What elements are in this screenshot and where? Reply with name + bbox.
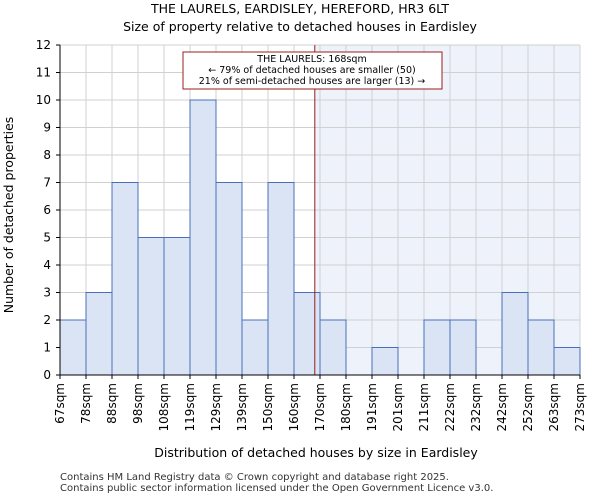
histogram-bar [241,319,269,376]
x-tick-label: 180sqm [339,383,353,431]
histogram-bar [449,319,477,376]
histogram-bar [423,319,451,376]
annotation-line-2: ← 79% of detached houses are smaller (50… [208,65,415,76]
histogram-bar [215,182,243,376]
histogram-bar [59,319,87,376]
chart-subtitle: Size of property relative to detached ho… [123,19,477,34]
y-axis-label: Number of detached properties [1,117,16,314]
x-tick-label: 98sqm [131,383,145,424]
y-tick-label: 1 [43,341,51,355]
y-tick-label: 11 [36,66,51,80]
x-tick-label: 211sqm [417,383,431,431]
histogram-bar [189,99,217,376]
y-tick-label: 0 [43,368,51,382]
x-tick-label: 88sqm [105,383,119,424]
x-tick-label: 242sqm [495,383,509,431]
histogram-bar [163,237,191,376]
y-tick-label: 3 [43,286,51,300]
x-tick-label: 78sqm [79,383,93,424]
x-tick-label: 263sqm [547,383,561,431]
y-tick-label: 7 [43,176,51,190]
y-tick-label: 10 [36,93,51,107]
histogram-bar [137,237,165,376]
y-tick-label: 5 [43,231,51,245]
annotation-box: THE LAURELS: 168sqm ← 79% of detached ho… [182,51,443,90]
x-axis-label: Distribution of detached houses by size … [154,445,478,460]
histogram-bar [267,182,295,376]
x-tick-label: 129sqm [209,383,223,431]
x-tick-label: 150sqm [261,383,275,431]
annotation-frame [182,51,443,90]
x-tick-label: 108sqm [157,383,171,431]
histogram-bar [293,292,321,376]
y-tick-label: 4 [43,258,51,272]
y-tick-label: 6 [43,203,51,217]
histogram-bar [111,182,139,376]
x-tick-label: 201sqm [391,383,405,431]
x-tick-label: 252sqm [521,383,535,431]
histogram-bar [371,347,399,376]
histogram-bar [501,292,529,376]
x-tick-label: 191sqm [365,383,379,431]
y-tick-label: 2 [43,313,51,327]
x-tick-label: 222sqm [443,383,457,431]
x-tick-label: 232sqm [469,383,483,431]
x-tick-label: 139sqm [235,383,249,431]
histogram-bar [553,347,581,376]
y-tick-label: 12 [36,38,51,52]
x-tick-label: 273sqm [573,383,587,431]
x-tick-label: 119sqm [183,383,197,431]
x-tick-label: 170sqm [313,383,327,431]
y-tick-label: 9 [43,121,51,135]
chart-title: THE LAURELS, EARDISLEY, HEREFORD, HR3 6L… [150,1,449,16]
histogram-bar [85,292,113,376]
x-tick-label: 160sqm [287,383,301,431]
histogram-bar [527,319,555,376]
y-tick-label: 8 [43,148,51,162]
footer-line-1: Contains HM Land Registry data © Crown c… [60,472,449,483]
histogram-bar [319,319,347,376]
x-tick-label: 67sqm [53,383,67,424]
annotation-line-1: THE LAURELS: 168sqm [256,54,366,65]
annotation-line-3: 21% of semi-detached houses are larger (… [199,76,426,87]
footer-line-2: Contains public sector information licen… [60,483,494,494]
